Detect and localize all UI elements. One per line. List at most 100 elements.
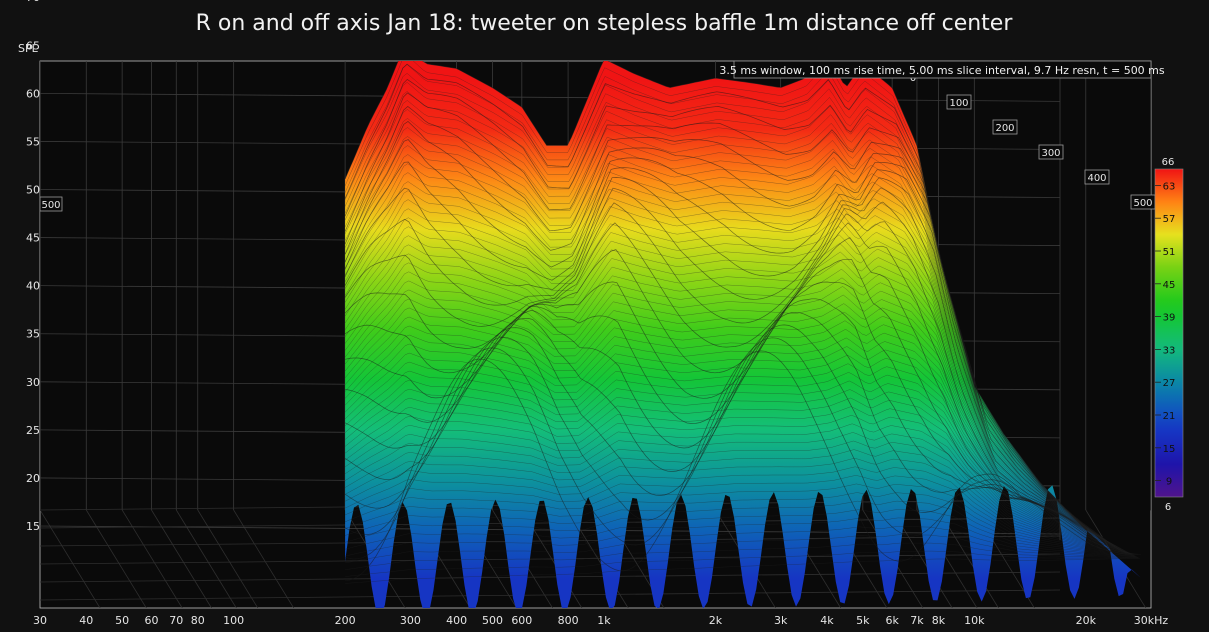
x-tick-label: 3k bbox=[774, 614, 788, 627]
y-axis-ticks: 70 65 60 55 50 45 40 35 30 25 20 15 bbox=[26, 0, 40, 533]
colorbar-tick-label: 6 bbox=[1165, 502, 1171, 513]
contour-line bbox=[344, 432, 1127, 552]
contour-line bbox=[344, 208, 1103, 539]
contour-line bbox=[344, 181, 1100, 538]
colorbar-tick-label: 9 bbox=[1166, 477, 1172, 488]
time-tick-label: 0 bbox=[910, 73, 916, 84]
contour-line bbox=[344, 449, 1129, 553]
contour-line bbox=[344, 406, 1124, 550]
time-slice-line bbox=[344, 139, 1103, 538]
x-tick-label: 10k bbox=[964, 614, 985, 627]
y-tick-label: 55 bbox=[26, 135, 40, 148]
time-axis-ticks: 0 100 200 300 400 500 bbox=[910, 73, 1156, 210]
contour-line bbox=[345, 483, 1132, 555]
contour-line bbox=[344, 303, 1113, 545]
contour-line bbox=[344, 73, 1089, 532]
time-slice-line bbox=[345, 337, 1139, 560]
x-tick-label: 2k bbox=[709, 614, 723, 627]
contour-line bbox=[344, 268, 1109, 543]
colorbar-tick-label: 57 bbox=[1163, 214, 1176, 225]
colorbar-tick-label: 27 bbox=[1163, 378, 1176, 389]
contour-line bbox=[345, 517, 1136, 557]
colorbar-tick-label: 63 bbox=[1163, 181, 1176, 192]
time-slice-line bbox=[344, 311, 1133, 555]
contour-line bbox=[344, 423, 1126, 551]
contour-line bbox=[345, 526, 1137, 557]
contour-line bbox=[345, 550, 1139, 577]
contour-line bbox=[345, 542, 1139, 571]
svg-text:3.5 ms window, 100 ms rise tim: 3.5 ms window, 100 ms rise time, 5.00 ms… bbox=[719, 64, 1165, 77]
time-slice-line bbox=[344, 63, 1089, 532]
x-tick-label: 50 bbox=[115, 614, 129, 627]
contour-line bbox=[344, 64, 1088, 532]
contour-line bbox=[344, 277, 1110, 543]
colorbar-tick-label: 66 bbox=[1162, 157, 1175, 168]
x-tick-label: 8k bbox=[932, 614, 946, 627]
contour-line bbox=[344, 286, 1111, 544]
contour-line bbox=[344, 311, 1114, 545]
x-tick-label: 30 bbox=[33, 614, 47, 627]
y-tick-label: 20 bbox=[26, 472, 40, 485]
contour-line bbox=[345, 500, 1134, 556]
time-tick-label: 200 bbox=[995, 123, 1014, 134]
colorbar-tick-label: 45 bbox=[1163, 280, 1176, 291]
contour-line bbox=[345, 558, 1140, 584]
info-box: 3.5 ms window, 100 ms rise time, 5.00 ms… bbox=[719, 60, 1165, 79]
y-tick-label: 30 bbox=[26, 376, 40, 389]
time-slice-line bbox=[345, 258, 1125, 553]
x-tick-label: 80 bbox=[191, 614, 205, 627]
x-tick-label: 1k bbox=[597, 614, 611, 627]
time-slice-line bbox=[344, 324, 1136, 555]
contour-line bbox=[344, 372, 1120, 548]
contour-line bbox=[344, 118, 1094, 534]
contour-line bbox=[344, 172, 1099, 537]
contour-line bbox=[344, 145, 1097, 536]
colorbar-tick-label: 51 bbox=[1163, 247, 1176, 258]
contour-line bbox=[344, 199, 1102, 539]
contour-line bbox=[345, 492, 1133, 555]
contour-line bbox=[344, 154, 1097, 536]
y-tick-label: 65 bbox=[26, 39, 40, 52]
x-tick-label: 40 bbox=[79, 614, 93, 627]
contour-line bbox=[344, 100, 1092, 533]
contour-line bbox=[344, 82, 1090, 533]
colorbar-tick-label: 39 bbox=[1163, 313, 1176, 324]
contour-line bbox=[344, 337, 1117, 547]
time-slice-line bbox=[344, 121, 1100, 537]
contour-line bbox=[344, 346, 1118, 547]
contour-line bbox=[344, 163, 1098, 537]
colorbar: 66 63 57 51 45 39 33 27 21 15 9 6 bbox=[1154, 157, 1184, 513]
contour-line bbox=[344, 329, 1116, 546]
contour-line bbox=[344, 109, 1093, 534]
x-tick-label: 100 bbox=[223, 614, 244, 627]
contour-line bbox=[344, 91, 1091, 533]
colorbar-tick-label: 15 bbox=[1163, 444, 1176, 455]
contour-line bbox=[344, 320, 1115, 546]
x-tick-label: 600 bbox=[511, 614, 532, 627]
colorbar-tick-label: 21 bbox=[1163, 411, 1176, 422]
x-tick-label: 500 bbox=[482, 614, 503, 627]
contour-line bbox=[344, 440, 1128, 552]
x-tick-label: 70 bbox=[169, 614, 183, 627]
contour-line bbox=[344, 190, 1101, 538]
time-tick-label: 500 bbox=[1133, 198, 1152, 209]
x-tick-label: 300 bbox=[400, 614, 421, 627]
contour-line bbox=[344, 294, 1112, 544]
contour-line bbox=[344, 217, 1104, 540]
contour-line bbox=[344, 251, 1108, 542]
x-tick-label: 400 bbox=[446, 614, 467, 627]
contour-line bbox=[345, 509, 1135, 556]
contour-line bbox=[344, 354, 1118, 548]
y-tick-label: 45 bbox=[26, 232, 40, 245]
contour-line bbox=[345, 534, 1138, 564]
x-tick-label: 7k bbox=[910, 614, 924, 627]
x-tick-label: 30kHz bbox=[1134, 614, 1169, 627]
contour-line bbox=[344, 260, 1108, 542]
x-tick-label: 4k bbox=[820, 614, 834, 627]
y-tick-label: 50 bbox=[26, 184, 40, 197]
contour-line bbox=[344, 136, 1096, 535]
contour-line bbox=[344, 389, 1122, 549]
contour-line bbox=[344, 414, 1125, 551]
time-tick-label: 400 bbox=[1087, 173, 1106, 184]
